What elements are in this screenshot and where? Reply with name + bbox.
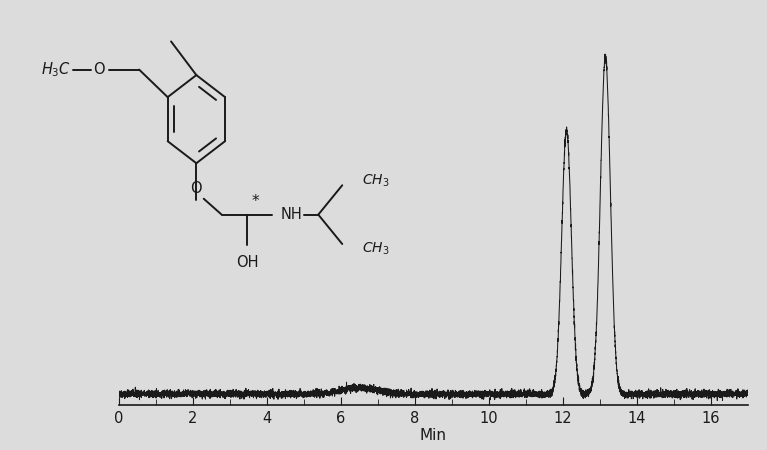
X-axis label: Min: Min	[420, 428, 447, 443]
Text: $CH_3$: $CH_3$	[361, 172, 389, 189]
Text: OH: OH	[235, 255, 258, 270]
Text: $CH_3$: $CH_3$	[361, 241, 389, 257]
Text: O: O	[94, 62, 105, 77]
Text: *: *	[252, 194, 259, 209]
Text: O: O	[190, 181, 202, 197]
Text: NH: NH	[281, 207, 302, 222]
Text: $H_3C$: $H_3C$	[41, 60, 71, 79]
